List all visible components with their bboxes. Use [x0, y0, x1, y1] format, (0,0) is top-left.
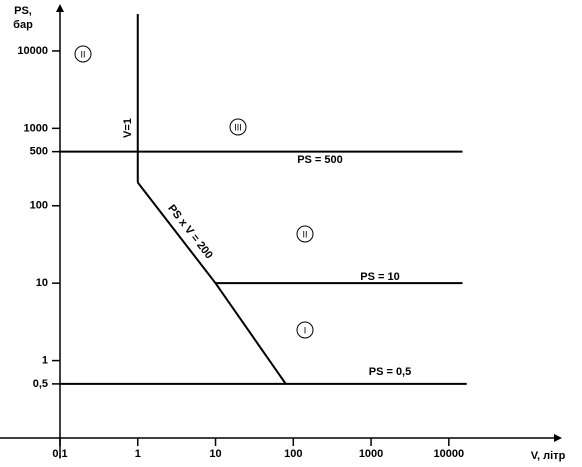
x-tick-label: 1000 [359, 448, 383, 460]
y-tick-label: 10000 [17, 45, 48, 57]
line-label: V=1 [122, 118, 134, 138]
line-label: PS = 0,5 [369, 366, 412, 378]
x-tick-label: 10 [209, 448, 221, 460]
region-circle [229, 118, 247, 136]
x-axis-arrow [554, 434, 562, 442]
region-label: I [304, 325, 307, 335]
y-tick-label: 1000 [24, 122, 48, 134]
line-label: PS = 10 [360, 271, 399, 283]
x-axis-label: V, літр [531, 450, 566, 462]
line-label: PS = 500 [297, 154, 343, 166]
line-label: PS x V = 200 [165, 203, 215, 262]
region-circle [296, 321, 314, 339]
x-tick-label: 0,1 [52, 448, 67, 460]
region-label: II [302, 229, 307, 239]
y-axis-label: PS, бар [13, 5, 33, 31]
y-axis-arrow [56, 4, 64, 12]
x-tick-label: 100 [284, 448, 302, 460]
region-circle [74, 45, 92, 63]
region-circle [296, 225, 314, 243]
region-label: III [234, 122, 242, 132]
x-tick-label: 10000 [434, 448, 465, 460]
region-label: II [80, 49, 85, 59]
y-tick-label: 10 [36, 277, 48, 289]
y-tick-label: 500 [30, 146, 48, 158]
x-tick-label: 1 [135, 448, 141, 460]
y-tick-label: 100 [30, 200, 48, 212]
y-tick-label: 0,5 [33, 378, 48, 390]
series-line [136, 181, 287, 385]
y-tick-label: 1 [42, 354, 48, 366]
